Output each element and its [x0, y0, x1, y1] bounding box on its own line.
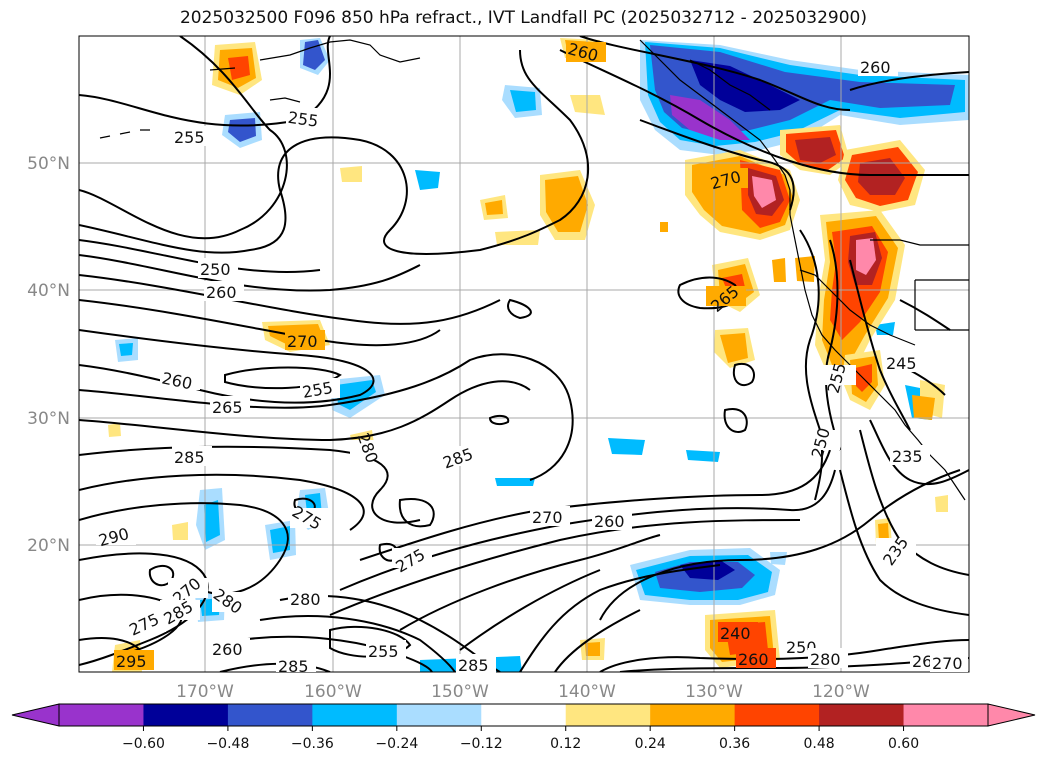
latitude-labels: 50°N 40°N 30°N 20°N	[27, 154, 70, 556]
contour-label: 295	[116, 652, 147, 671]
lon-label-160w: 160°W	[304, 682, 362, 702]
lat-label-50n: 50°N	[27, 154, 70, 174]
lon-label-130w: 130°W	[685, 682, 743, 702]
contour-label: 255	[368, 642, 399, 661]
colorbar-segment	[903, 704, 989, 726]
colorbar-segment	[734, 704, 820, 726]
colorbar-extend-max	[987, 703, 1036, 727]
contour-labels: 255 255 250 260 270 260 255 265 285 280 …	[96, 39, 968, 676]
lat-label-30n: 30°N	[27, 409, 70, 429]
contour-label: 260	[594, 512, 625, 531]
colorbar-segment	[396, 704, 482, 726]
contour-label: 280	[290, 590, 321, 609]
lat-label-40n: 40°N	[27, 281, 70, 301]
refractivity-contours	[79, 36, 969, 672]
coastlines	[99, 39, 969, 501]
colorbar-segment	[227, 704, 313, 726]
contour-label: 260	[212, 640, 243, 659]
colorbar-segment	[565, 704, 651, 726]
colorbar-frame	[58, 703, 989, 727]
colorbar-tick-label: 0.24	[635, 736, 666, 752]
colorbar-tick-label: −0.48	[206, 736, 249, 752]
contour-label: 265	[212, 398, 243, 417]
lon-label-120w: 120°W	[812, 682, 870, 702]
contour-label: 280	[810, 650, 841, 669]
colorbar-segment	[819, 704, 905, 726]
lon-label-140w: 140°W	[558, 682, 616, 702]
contour-label: 270	[287, 332, 318, 351]
colorbar-tick-label: −0.24	[375, 736, 418, 752]
colorbar-tick-label: 0.48	[804, 736, 835, 752]
colorbar-tick-label: −0.12	[460, 736, 503, 752]
colorbar-segment	[143, 704, 229, 726]
contour-label: 260	[860, 58, 891, 77]
colorbar-tick-label: 0.60	[888, 736, 919, 752]
colorbar: −0.60 −0.48 −0.36 −0.24 −0.12 0.12 0.24 0.36 0.4…	[11, 703, 1036, 752]
lon-label-170w: 170°W	[176, 682, 234, 702]
colorbar-tick-label: 0.36	[719, 736, 750, 752]
contour-label: 260	[738, 650, 769, 669]
contour-label: 235	[892, 447, 923, 466]
colorbar-segment	[650, 704, 736, 726]
contour-label: 250	[200, 260, 231, 279]
colorbar-segment	[481, 704, 567, 726]
contour-label: 245	[886, 354, 917, 373]
colorbar-segment	[59, 704, 144, 726]
contour-label: 260	[206, 283, 237, 302]
colorbar-tick-label: −0.36	[291, 736, 334, 752]
contour-label: 285	[278, 657, 309, 676]
contour-label: 240	[720, 624, 751, 643]
contour-label: 255	[287, 108, 320, 131]
colorbar-tick-label: −0.60	[122, 736, 165, 752]
longitude-labels: 170°W 160°W 150°W 140°W 130°W 120°W	[176, 682, 870, 702]
colorbar-extend-min	[11, 703, 60, 727]
lon-label-150w: 150°W	[431, 682, 489, 702]
contour-label: 255	[174, 128, 205, 147]
contour-label: 270	[532, 508, 563, 527]
lat-label-20n: 20°N	[27, 536, 70, 556]
colorbar-tick-label: 0.12	[550, 736, 581, 752]
plot-frame	[78, 35, 970, 673]
contour-label: 285	[458, 656, 489, 675]
contour-label: 270	[932, 654, 963, 673]
map-title: 2025032500 F096 850 hPa refract., IVT La…	[179, 8, 867, 28]
contour-label: 285	[174, 448, 205, 467]
colorbar-segment	[312, 704, 398, 726]
